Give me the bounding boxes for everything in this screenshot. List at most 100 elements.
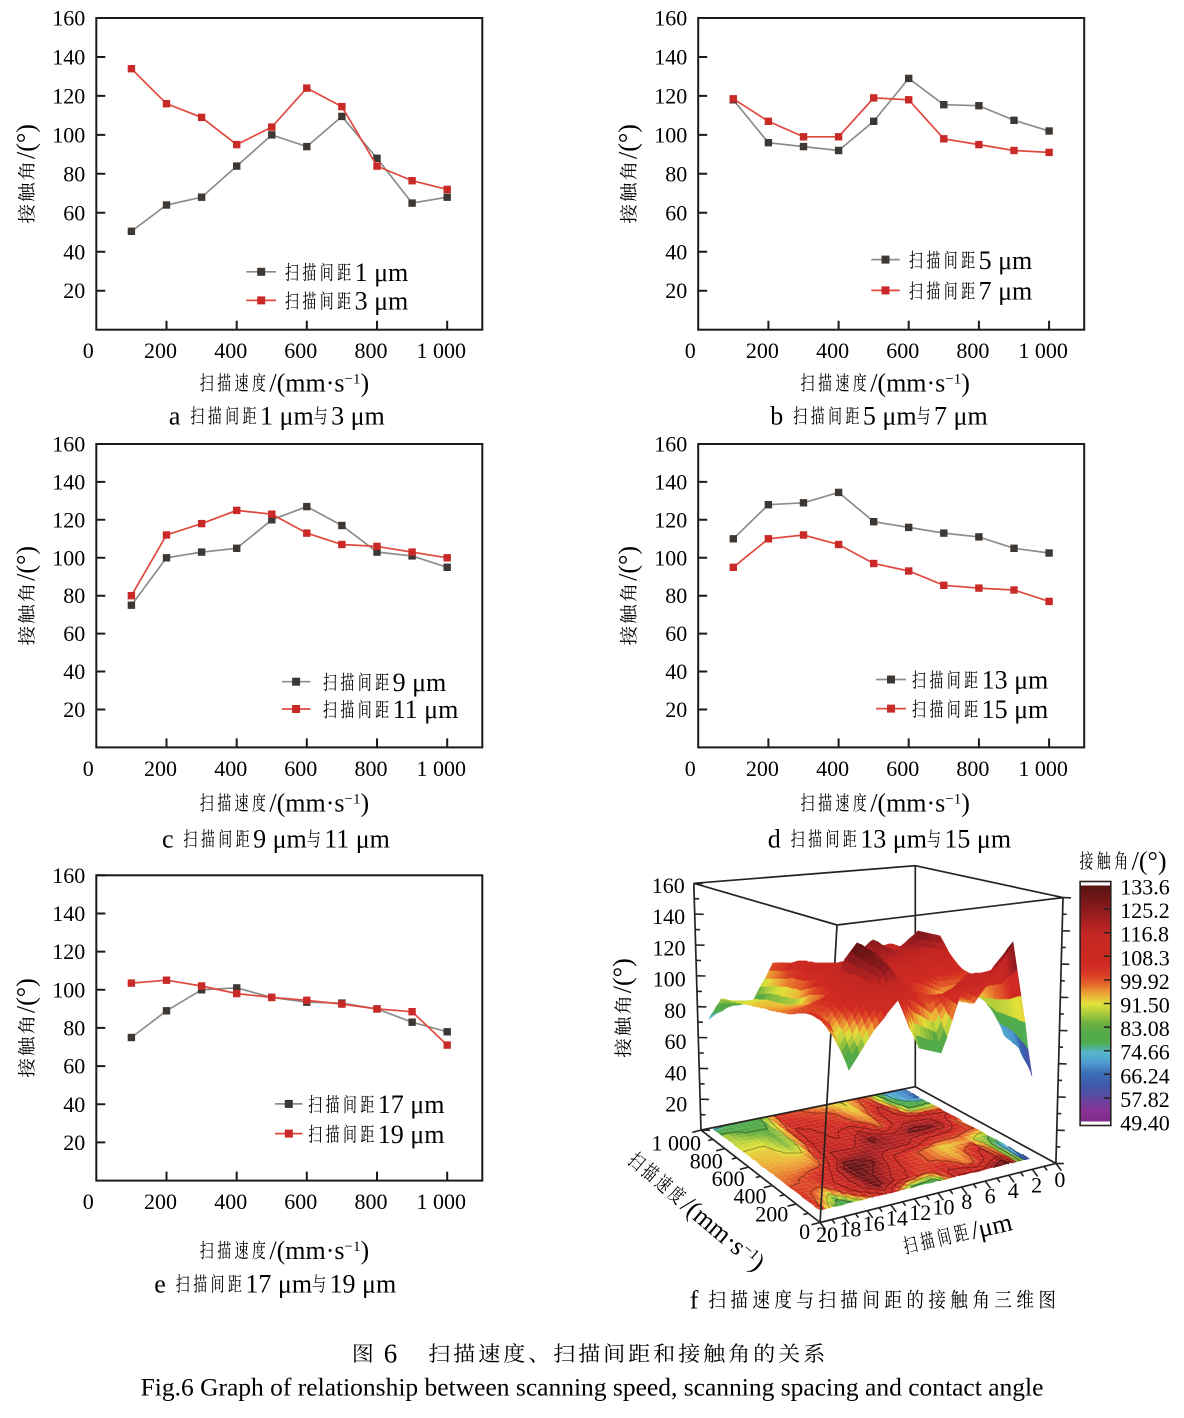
svg-text:0: 0 <box>83 338 94 363</box>
svg-text:800: 800 <box>355 1189 388 1214</box>
svg-text:200: 200 <box>746 756 779 781</box>
svg-text:5 μm: 5 μm <box>979 246 1033 275</box>
svg-text:99.92: 99.92 <box>1120 969 1170 994</box>
svg-text:49.40: 49.40 <box>1120 1111 1170 1136</box>
svg-text:400: 400 <box>214 1189 247 1214</box>
svg-text:b: b <box>770 402 783 431</box>
svg-text:/(°): /(°) <box>12 124 41 159</box>
svg-text:6: 6 <box>985 1183 996 1208</box>
svg-text:140: 140 <box>52 469 85 494</box>
svg-text:100: 100 <box>653 967 686 992</box>
svg-text:600: 600 <box>284 338 317 363</box>
svg-text:200: 200 <box>144 338 177 363</box>
svg-text:200: 200 <box>144 756 177 781</box>
svg-text:20: 20 <box>816 1222 838 1247</box>
svg-text:0: 0 <box>685 338 696 363</box>
svg-text:100: 100 <box>654 545 687 570</box>
svg-text:2: 2 <box>1031 1172 1042 1197</box>
svg-text:/(°): /(°) <box>614 546 643 581</box>
svg-text:1 000: 1 000 <box>1018 756 1068 781</box>
svg-text:120: 120 <box>654 507 687 532</box>
svg-text:400: 400 <box>214 338 247 363</box>
svg-text:c: c <box>162 825 174 854</box>
svg-text:100: 100 <box>52 122 85 147</box>
svg-text:): ) <box>961 369 970 398</box>
svg-text:9 μm: 9 μm <box>393 668 447 697</box>
svg-text:600: 600 <box>284 756 317 781</box>
svg-text:400: 400 <box>816 338 849 363</box>
svg-text:14: 14 <box>886 1206 908 1231</box>
svg-text:/(°): /(°) <box>1132 847 1167 876</box>
svg-text:800: 800 <box>956 338 989 363</box>
svg-text:80: 80 <box>63 161 85 186</box>
svg-text:116.8: 116.8 <box>1120 922 1169 947</box>
svg-text:100: 100 <box>654 122 687 147</box>
svg-text:11 μm: 11 μm <box>324 825 390 854</box>
svg-text:140: 140 <box>652 904 685 929</box>
svg-text:100: 100 <box>52 977 85 1002</box>
svg-text:18: 18 <box>839 1217 861 1242</box>
svg-text:600: 600 <box>886 338 919 363</box>
svg-text:/(mm·s: /(mm·s <box>269 369 344 398</box>
svg-text:74.66: 74.66 <box>1120 1040 1170 1065</box>
svg-text:1 000: 1 000 <box>416 338 466 363</box>
svg-text:800: 800 <box>355 756 388 781</box>
svg-text:4: 4 <box>1008 1178 1019 1203</box>
svg-text:120: 120 <box>52 83 85 108</box>
svg-text:−1: −1 <box>345 372 361 388</box>
svg-text:160: 160 <box>654 432 687 457</box>
svg-text:15 μm: 15 μm <box>944 825 1011 854</box>
svg-text:9 μm: 9 μm <box>253 825 307 854</box>
svg-text:20: 20 <box>665 697 687 722</box>
svg-text:0: 0 <box>1054 1167 1065 1192</box>
svg-text:60: 60 <box>665 621 687 646</box>
svg-text:600: 600 <box>886 756 919 781</box>
svg-text:20: 20 <box>63 278 85 303</box>
svg-text:19 μm: 19 μm <box>378 1120 445 1149</box>
svg-text:a: a <box>169 402 181 431</box>
svg-text:125.2: 125.2 <box>1120 898 1170 923</box>
svg-text:400: 400 <box>734 1184 767 1209</box>
svg-text:3 μm: 3 μm <box>355 287 409 316</box>
svg-text:140: 140 <box>654 45 687 70</box>
svg-text:20: 20 <box>63 1130 85 1155</box>
svg-text:80: 80 <box>63 583 85 608</box>
svg-text:120: 120 <box>52 507 85 532</box>
svg-text:40: 40 <box>63 239 85 264</box>
svg-text:200: 200 <box>144 1189 177 1214</box>
svg-text:10: 10 <box>933 1195 955 1220</box>
svg-text:20: 20 <box>665 278 687 303</box>
svg-text:6: 6 <box>384 1339 398 1369</box>
svg-text:): ) <box>361 369 370 398</box>
svg-text:80: 80 <box>63 1015 85 1040</box>
svg-text:−1: −1 <box>945 372 961 388</box>
svg-text:40: 40 <box>665 659 687 684</box>
svg-text:66.24: 66.24 <box>1120 1063 1170 1088</box>
svg-text:5 μm: 5 μm <box>863 402 917 431</box>
svg-text:160: 160 <box>52 6 85 31</box>
svg-text:60: 60 <box>63 621 85 646</box>
svg-text:/(°): /(°) <box>608 958 637 993</box>
svg-text:): ) <box>361 1236 370 1265</box>
svg-text:16: 16 <box>863 1211 885 1236</box>
svg-text:/(mm·s: /(mm·s <box>870 369 945 398</box>
svg-text:8: 8 <box>961 1189 972 1214</box>
svg-text:800: 800 <box>956 756 989 781</box>
svg-text:120: 120 <box>654 83 687 108</box>
svg-text:40: 40 <box>63 659 85 684</box>
svg-text:600: 600 <box>712 1166 745 1191</box>
svg-text:/(mm·s: /(mm·s <box>269 789 344 818</box>
svg-text:19 μm: 19 μm <box>330 1270 397 1299</box>
svg-text:133.6: 133.6 <box>1120 875 1170 900</box>
svg-text:40: 40 <box>665 1060 687 1085</box>
svg-text:800: 800 <box>690 1148 723 1173</box>
svg-text:0: 0 <box>83 756 94 781</box>
svg-text:/(mm·s: /(mm·s <box>269 1236 344 1265</box>
svg-text:80: 80 <box>665 583 687 608</box>
svg-text:600: 600 <box>284 1189 317 1214</box>
svg-text:1 000: 1 000 <box>652 1131 702 1156</box>
svg-text:15 μm: 15 μm <box>982 695 1049 724</box>
svg-text:17 μm: 17 μm <box>245 1270 312 1299</box>
svg-text:160: 160 <box>52 863 85 888</box>
svg-text:13 μm: 13 μm <box>860 825 927 854</box>
